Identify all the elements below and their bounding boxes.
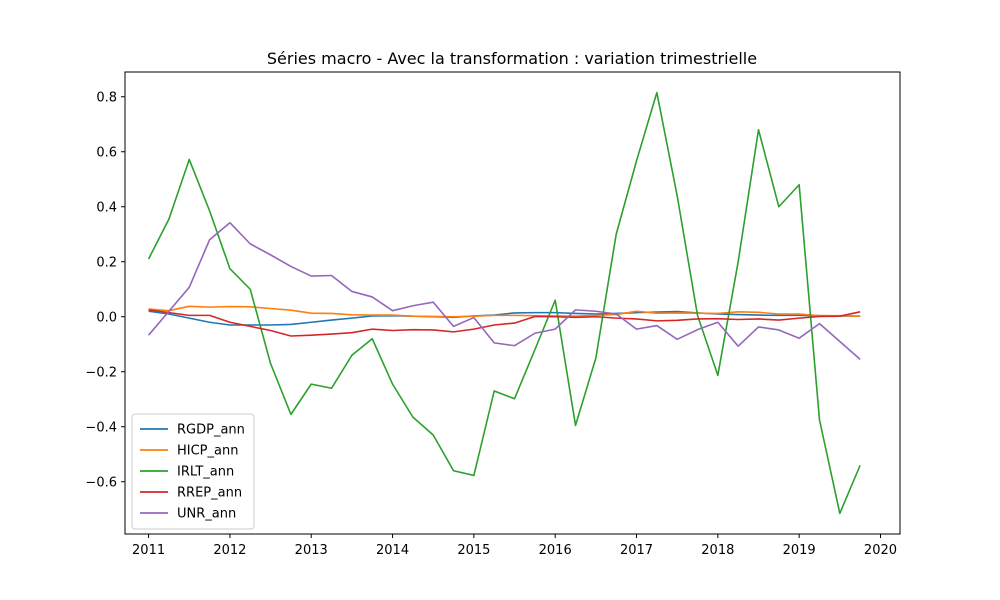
plot-frame xyxy=(124,71,901,535)
x-tick-label: 2014 xyxy=(376,543,409,558)
series-layer xyxy=(147,91,861,515)
series-line-IRLT_ann xyxy=(147,91,861,515)
y-tick-label: 0.8 xyxy=(96,90,117,105)
x-tick-label: 2016 xyxy=(539,543,572,558)
x-tick-label: 2011 xyxy=(132,543,165,558)
x-axis: 2011 2012 2013 2014 2015 2016 2017 2018 2019 2020 xyxy=(132,534,897,558)
chart-title: Séries macro - Avec la transformation : … xyxy=(267,49,757,68)
x-tick-label: 2017 xyxy=(620,543,653,558)
series-line-HICP_ann xyxy=(148,305,861,318)
x-tick-label: 2020 xyxy=(864,543,897,558)
y-tick-label: −0.4 xyxy=(85,420,117,435)
legend-label-IRLT_ann: IRLT_ann xyxy=(177,465,234,480)
x-tick-label: 2012 xyxy=(213,543,246,558)
legend-label-HICP_ann: HICP_ann xyxy=(177,444,238,459)
series-line-RREP_ann xyxy=(148,309,861,337)
series-line-UNR_ann xyxy=(147,221,861,360)
x-tick-label: 2013 xyxy=(295,543,328,558)
y-tick-label: −0.6 xyxy=(85,475,117,490)
legend-label-RREP_ann: RREP_ann xyxy=(177,486,242,501)
x-tick-label: 2018 xyxy=(701,543,734,558)
y-axis: −0.6 −0.4 −0.2 0.0 0.2 0.4 0.6 0.8 xyxy=(85,90,125,490)
legend-label-RGDP_ann: RGDP_ann xyxy=(177,423,245,438)
y-tick-label: 0.6 xyxy=(96,145,117,160)
series-line-RGDP_ann xyxy=(148,310,861,326)
y-tick-label: 0.0 xyxy=(96,310,117,325)
y-tick-label: −0.2 xyxy=(85,365,117,380)
x-tick-label: 2015 xyxy=(457,543,490,558)
legend-label-UNR_ann: UNR_ann xyxy=(177,507,236,522)
y-tick-label: 0.4 xyxy=(96,200,117,215)
x-tick-label: 2019 xyxy=(783,543,816,558)
y-tick-label: 0.2 xyxy=(96,255,117,270)
legend[interactable]: RGDP_ann HICP_ann IRLT_ann RREP_ann UNR_ann xyxy=(131,413,255,530)
legend-box xyxy=(131,413,255,530)
